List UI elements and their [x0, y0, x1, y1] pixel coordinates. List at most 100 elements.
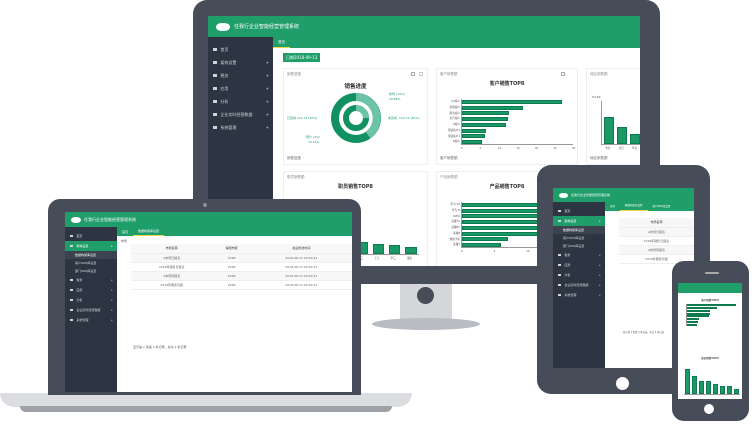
tab-home[interactable]: 首页 — [610, 205, 616, 208]
bar — [462, 225, 547, 230]
sidebar-item-label: 分析 — [220, 98, 229, 104]
table-row[interactable]: 2018年服务月报 2568 2018-08-13 09:50:22 — [131, 280, 352, 290]
date-button[interactable]: 日期2018-09-13 — [283, 53, 321, 62]
sidebar-item[interactable]: 企业实时经营数据 + — [65, 305, 117, 315]
tab-bar: 首页 — [273, 37, 640, 48]
sidebar-subitem[interactable]: 数据构架库设置 — [65, 251, 117, 259]
sales-progress-panel: 销售进度 销售进度 新增 (13%) 29.86% 未完成 -110.74 (8… — [283, 68, 428, 165]
expand-icon: + — [110, 298, 113, 302]
sidebar-item-label: 架构设置 — [76, 244, 89, 248]
column-header[interactable]: 布局名称 — [619, 218, 694, 228]
bar — [687, 304, 737, 307]
sidebar-item-label: 应用 — [76, 288, 83, 292]
sidebar-item-label: 应用 — [220, 85, 229, 91]
expand-icon: + — [265, 73, 269, 78]
sidebar-item[interactable]: 应用 + — [208, 82, 273, 95]
laptop-camera — [203, 203, 207, 207]
table-cell: 2018年服务月报 — [619, 254, 694, 264]
sidebar-item-label: 架构设置 — [564, 219, 577, 223]
sidebar-subitem[interactable]: 部门OKR库设置 — [75, 269, 97, 273]
sidebar-item[interactable]: 分析 + — [208, 95, 273, 108]
sidebar-item[interactable]: 企业实时经营数据 + — [208, 108, 273, 121]
folder-icon — [70, 278, 74, 282]
table-row[interactable]: A布局日报表 — [619, 227, 694, 237]
tab-data[interactable]: 数据构架库设置 — [620, 202, 648, 211]
fullscreen-icon[interactable] — [561, 72, 565, 76]
tab-home[interactable]: 首页 — [273, 37, 290, 48]
tick-label: 0 — [461, 147, 463, 150]
tab-dept[interactable]: 部门OKR库设置 — [652, 205, 671, 208]
phone-screen: 客户销售TOP8 职员销售TOP8 — [678, 283, 742, 399]
panel-footer: 地区销售额 — [590, 156, 608, 160]
logo-icon — [71, 216, 81, 223]
app-header — [678, 283, 742, 293]
folder-icon — [213, 86, 218, 91]
category-label: 华为 R — [452, 208, 460, 212]
sidebar-item[interactable]: 税务 + — [553, 250, 605, 260]
home-icon — [213, 47, 218, 52]
tab-home[interactable]: 首页 — [122, 230, 129, 234]
sidebar-item[interactable]: 系统管理 + — [208, 121, 273, 134]
lock-icon — [70, 318, 74, 322]
sidebar-subitem[interactable]: 客户OKR库设置 — [563, 236, 585, 240]
sidebar-item[interactable]: 分析 + — [553, 270, 605, 280]
sidebar-item[interactable]: 税务 + — [208, 69, 273, 82]
sidebar-item[interactable]: 税务 + — [65, 275, 117, 285]
tab-data[interactable]: 数据构架库设置 — [133, 227, 165, 236]
sidebar-item[interactable]: 分析 + — [65, 295, 117, 305]
category-label: 永升客户 — [449, 117, 460, 121]
column-header[interactable]: 布局名称 — [131, 244, 213, 254]
category-label: 腾达客户 — [449, 111, 460, 115]
category-label: 荣耀8 — [453, 231, 460, 235]
sidebar-item-label: 首页 — [220, 46, 229, 52]
sidebar-item[interactable]: 首页 — [553, 206, 605, 216]
sidebar-subitem[interactable]: 客户OKR库设置 — [75, 261, 97, 265]
table-row[interactable]: 2018年销售日报表 2568 2018-08-13 09:50:22 — [131, 262, 352, 272]
sidebar-subitem[interactable]: 部门OKR库设置 — [563, 244, 585, 248]
sidebar-item[interactable]: 架构设置 + — [553, 216, 605, 226]
phone-home-button[interactable] — [704, 404, 714, 414]
category-label: XX客户 — [451, 100, 460, 103]
table-cell: 2018-08-13 09:50:22 — [250, 280, 352, 290]
table-row[interactable]: A布局日报表 2568 2018-08-13 09:50:22 — [131, 253, 352, 263]
donut-label: 未完成 -110.74 (87%) — [388, 116, 420, 120]
app-title: 任我行企业智能经营管理系统 — [234, 24, 300, 30]
sidebar-item[interactable]: 系统管理 + — [553, 290, 605, 300]
sidebar-item[interactable]: 架构设置 + — [208, 56, 273, 69]
tablet-home-button[interactable] — [616, 377, 629, 390]
tick-label: 10 — [498, 147, 502, 150]
sidebar-item[interactable]: 首页 — [208, 43, 273, 56]
table-row[interactable]: 2018年销售日报表 — [619, 236, 694, 246]
sidebar-item[interactable]: 企业实时经营数据 + — [553, 280, 605, 290]
category-label: 魅族手机 — [449, 237, 460, 241]
fullscreen-icon[interactable] — [411, 72, 415, 76]
tick-label: 20 — [535, 147, 539, 150]
sidebar-item[interactable]: 首页 — [65, 231, 117, 241]
sidebar-subitem[interactable]: 数据构架库设置 — [553, 226, 605, 234]
column-header[interactable]: 编辑作者 — [212, 244, 251, 254]
bar — [388, 245, 401, 254]
column-header[interactable]: 最后修改时间 — [250, 244, 352, 254]
bar — [687, 312, 710, 315]
bar — [687, 320, 699, 323]
monitor-power-button[interactable] — [417, 287, 434, 304]
sidebar-item[interactable]: 应用 + — [553, 260, 605, 270]
table-row[interactable]: A布局周报表 2568 2018-08-13 09:50:22 — [131, 271, 352, 281]
sidebar-item[interactable]: 架构设置 + — [65, 241, 117, 251]
sidebar-item[interactable]: 应用 + — [65, 285, 117, 295]
table-row[interactable]: 2018年服务月报 — [619, 254, 694, 264]
category-label: 荣耀7C — [451, 220, 460, 224]
tick-label: 5 — [479, 147, 482, 150]
table-row[interactable]: A布局周报表 — [619, 245, 694, 255]
folder-icon — [213, 73, 218, 78]
table-cell: A布局周报表 — [619, 245, 694, 255]
bar — [405, 246, 417, 254]
menu-icon[interactable] — [419, 72, 423, 76]
sidebar-item[interactable]: 系统管理 + — [65, 315, 117, 325]
users-icon — [213, 99, 218, 104]
chart-title: 客户销售TOP8 — [489, 81, 525, 87]
axis-max-label: 54.59 — [592, 95, 601, 99]
sidebar-item-label: 税务 — [76, 278, 83, 282]
category-label: 华北 — [605, 147, 611, 150]
